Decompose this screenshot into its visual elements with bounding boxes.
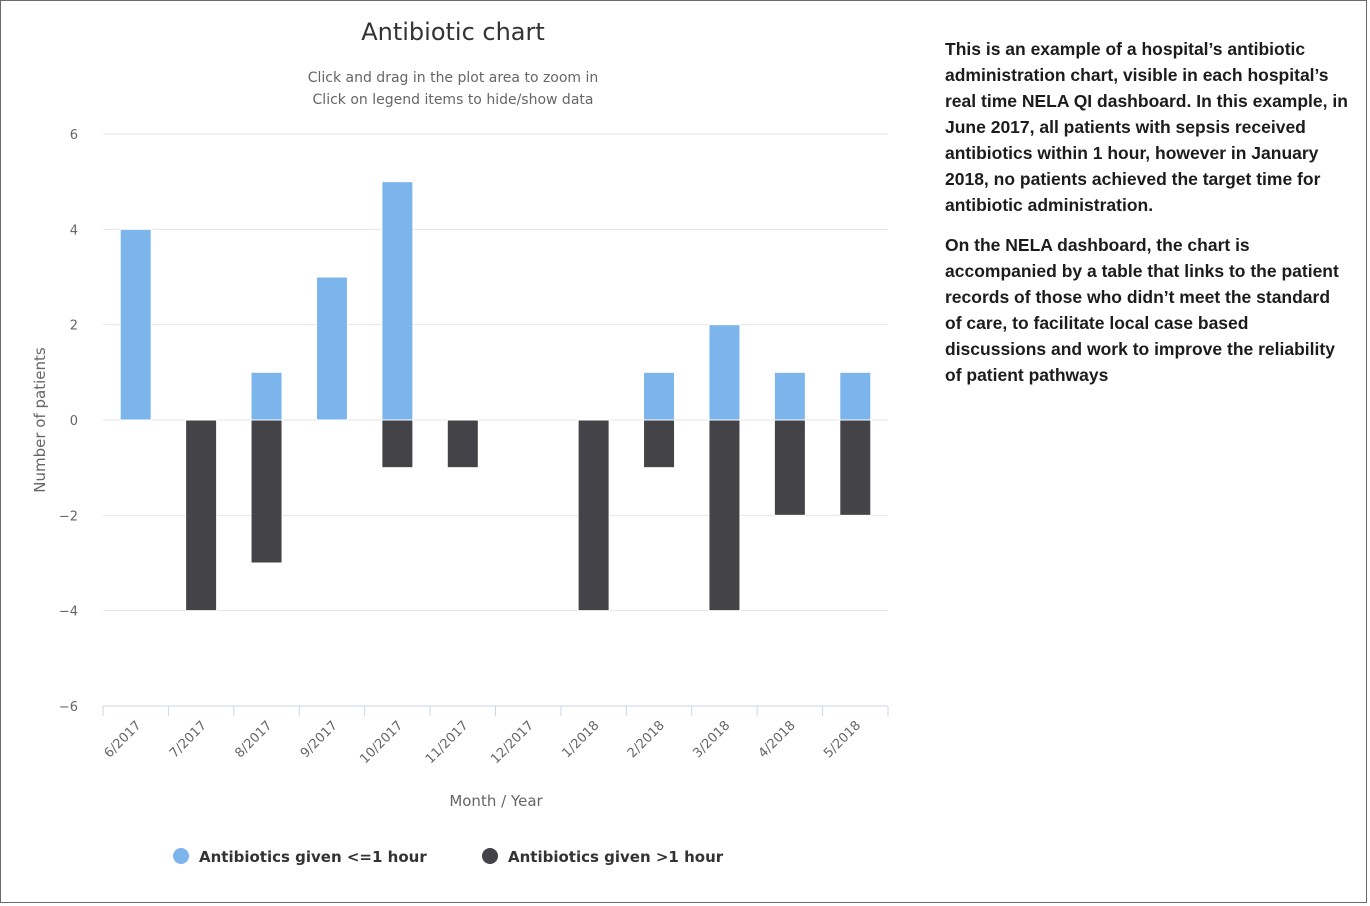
y-tick-label: −4 [59,605,78,620]
x-tick-label: 1/2018 [559,718,602,761]
caption: This is an example of a hospital’s antib… [945,36,1350,402]
x-tick-label: 7/2017 [167,718,210,761]
bar-over-1h[interactable] [773,419,806,516]
bar-within-1h[interactable] [381,181,414,421]
bar-within-1h[interactable] [250,371,283,421]
bar-over-1h[interactable] [446,419,479,469]
y-axis-title: Number of patients [31,347,49,493]
bar-within-1h[interactable] [773,371,806,421]
x-tick-label: 4/2018 [756,718,799,761]
legend-item-label[interactable]: Antibiotics given >1 hour [508,848,724,866]
bar-over-1h[interactable] [577,419,610,612]
bar-within-1h[interactable] [315,276,348,421]
bar-over-1h[interactable] [643,419,676,469]
bar-over-1h[interactable] [708,419,741,612]
antibiotic-chart[interactable]: Antibiotic chart Click and drag in the p… [0,0,920,906]
x-tick-label: 6/2017 [102,718,145,761]
bar-over-1h[interactable] [250,419,283,564]
y-tick-label: −2 [59,509,78,524]
plot-area[interactable] [119,181,872,612]
bar-over-1h[interactable] [381,419,414,469]
chart-title: Antibiotic chart [361,18,545,46]
x-tick-label: 3/2018 [690,718,733,761]
x-tick-label: 9/2017 [298,718,341,761]
x-tick-label: 10/2017 [357,718,406,767]
chart-subtitle-line-2: Click on legend items to hide/show data [313,92,594,108]
y-tick-label: 2 [70,319,78,334]
x-axis-title: Month / Year [449,792,543,810]
legend-marker[interactable] [173,848,189,864]
x-tick-label: 5/2018 [821,718,864,761]
bar-over-1h[interactable] [839,419,872,516]
y-tick-label: 6 [70,128,78,143]
x-tick-label: 2/2018 [625,718,668,761]
bar-within-1h[interactable] [708,324,741,421]
y-tick-label: 0 [70,414,78,429]
chart-subtitle-line-1: Click and drag in the plot area to zoom … [308,70,599,86]
x-axis: 6/2017 7/2017 8/2017 9/2017 10/2017 11/2017 12… [102,705,889,767]
grid-lines [103,133,888,612]
legend: Antibiotics given <=1 hour Antibiotics gi… [173,848,724,866]
y-tick-label: −6 [59,700,78,715]
bar-within-1h[interactable] [839,371,872,421]
caption-paragraph-2: On the NELA dashboard, the chart is acco… [945,235,1339,385]
y-axis-ticks: −6 −4 −2 0 2 4 6 [59,128,78,715]
legend-item-label[interactable]: Antibiotics given <=1 hour [199,848,427,866]
caption-paragraph-1: This is an example of a hospital’s antib… [945,39,1348,215]
x-tick-label: 12/2017 [488,718,537,767]
legend-marker[interactable] [482,848,498,864]
bar-within-1h[interactable] [643,371,676,421]
bar-over-1h[interactable] [185,419,218,612]
y-tick-label: 4 [70,223,78,238]
x-tick-label: 11/2017 [423,718,472,767]
bar-within-1h[interactable] [119,228,152,421]
x-tick-label: 8/2017 [232,718,275,761]
